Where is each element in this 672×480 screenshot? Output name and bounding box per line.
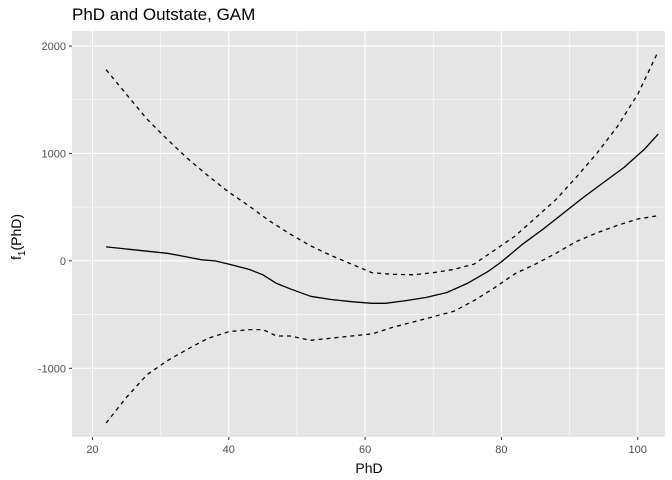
major-gridlines (72, 31, 665, 437)
confidence-band-line-1 (105, 51, 659, 276)
minor-gridlines (72, 31, 665, 437)
y-axis: -1000 0 1000 2000 (38, 41, 72, 375)
plot-panel (72, 31, 665, 437)
y-tick-label: 2000 (42, 41, 66, 53)
series-layer (105, 51, 659, 424)
y-axis-label: f1(PhD) (8, 214, 28, 260)
x-tick-label: 60 (359, 444, 371, 456)
x-tick-label: 40 (223, 444, 235, 456)
chart-title: PhD and Outstate, GAM (72, 5, 255, 24)
y-tick-label: 0 (60, 256, 66, 268)
x-axis-label: PhD (355, 460, 382, 476)
confidence-band-line-2 (105, 215, 659, 424)
x-tick-label: 100 (629, 444, 647, 456)
y-tick-label: -1000 (38, 363, 66, 375)
y-axis-label-subscript: 1 (17, 250, 28, 256)
smooth-fit-line (106, 133, 659, 304)
x-tick-label: 80 (495, 444, 507, 456)
y-tick-label: 1000 (42, 148, 66, 160)
x-tick-label: 20 (86, 444, 98, 456)
y-axis-label-main: f (8, 256, 24, 260)
x-axis: 20 40 60 80 100 (86, 437, 647, 456)
y-axis-label-suffix: (PhD) (8, 214, 24, 251)
